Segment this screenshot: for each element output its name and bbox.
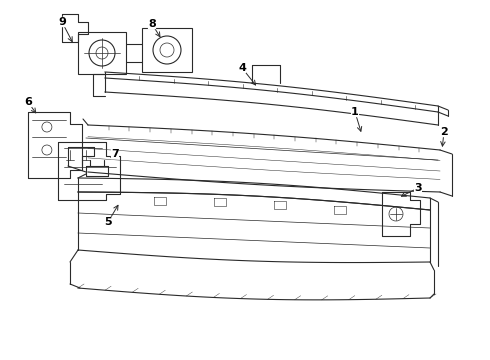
Text: 2: 2 [440,127,448,137]
Text: 8: 8 [148,19,156,29]
Text: 6: 6 [24,97,32,107]
Text: 1: 1 [351,107,359,117]
Text: 4: 4 [238,63,246,73]
Bar [142,28,192,72]
Text: 5: 5 [104,217,112,227]
Text: 9: 9 [58,17,66,27]
Bar [78,32,126,74]
Text: 3: 3 [414,183,422,193]
Text: 7: 7 [111,149,119,159]
